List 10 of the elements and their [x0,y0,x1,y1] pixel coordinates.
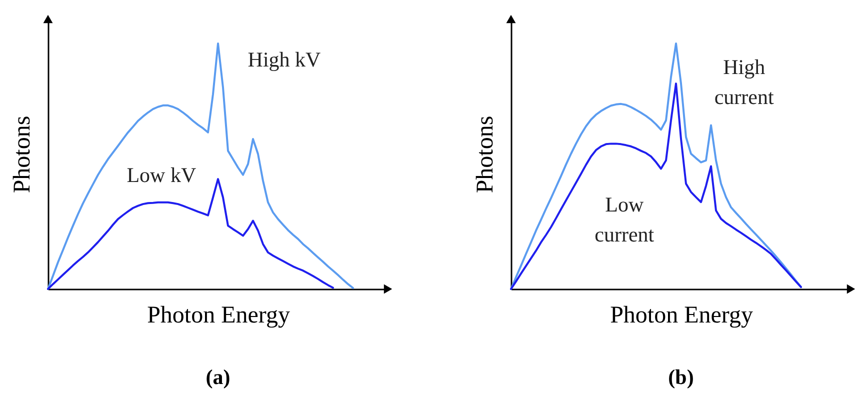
text: (a) [206,365,230,389]
x-axis-title: Photon Energy [610,302,753,328]
text: (b) [668,365,694,389]
y-axis-title: Photons [10,116,36,194]
y-axis-title: Photons [472,116,498,194]
series-label: High current [714,55,774,110]
x-axis-title: Photon Energy [147,302,290,328]
series-label: Low current [594,192,654,247]
series-label: High kV [248,48,321,72]
series-label: Low kV [126,163,196,188]
